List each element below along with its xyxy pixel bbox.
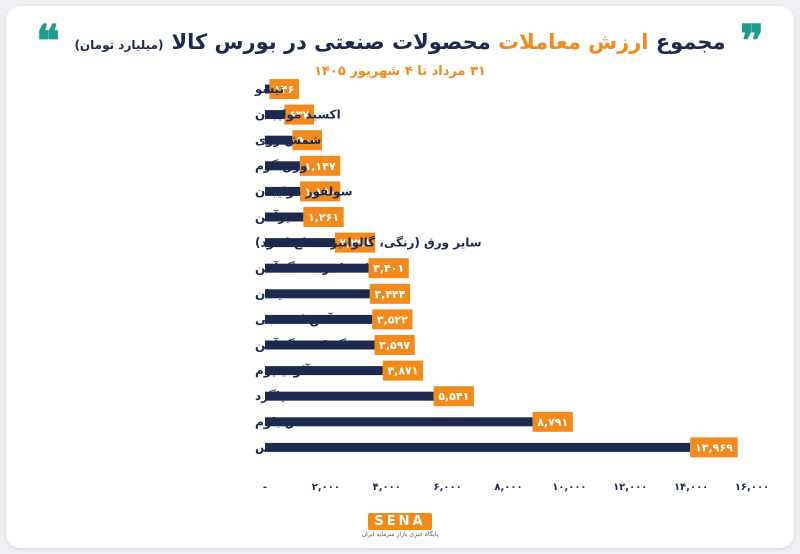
category-label: شمش بلوم (255, 415, 322, 430)
x-tick-label: - (263, 482, 267, 493)
bar (265, 289, 370, 299)
sena-logo: SENA (368, 513, 432, 530)
bar (265, 212, 304, 222)
bar (265, 135, 293, 145)
category-label: گندله سنگ آهن (255, 337, 346, 352)
value-label-box (299, 155, 341, 176)
bar (265, 161, 300, 171)
value-label: ۳,۵۹۷ (379, 339, 410, 352)
title-rest: محصولات صنعتی در بورس کالا (171, 30, 499, 54)
quote-right-icon: ❞ (740, 16, 764, 67)
value-label: ۱,۱۵۰ (305, 185, 336, 198)
value-label-box (372, 309, 413, 330)
value-label: ۱۴۶ (274, 83, 294, 96)
bar (265, 110, 285, 120)
value-label-box (269, 79, 300, 99)
chart-title: مجموع ارزش معاملات محصولات صنعتی در بورس… (172, 30, 726, 54)
bar (265, 84, 270, 94)
category-label: تیشو (254, 82, 284, 97)
value-label: ۶۳۷ (289, 109, 309, 122)
bar (265, 391, 434, 401)
chart-unit: (میلیارد تومان) (74, 38, 164, 52)
category-label: ورق گرم (255, 159, 308, 174)
value-label: ۱,۱۴۷ (305, 160, 336, 173)
header: ❝ مجموع ارزش معاملات محصولات صنعتی در بو… (28, 16, 772, 67)
value-label: ۸,۷۹۱ (537, 416, 568, 429)
value-label-box (532, 411, 573, 432)
quote-left-icon: ❝ (36, 16, 60, 67)
value-label-box (334, 232, 376, 253)
category-label: آهن اسفنجی (255, 311, 334, 326)
bar (265, 314, 373, 324)
value-label: ۳,۴۴۴ (374, 288, 405, 301)
value-label-box (300, 181, 341, 202)
chart-subtitle: ۳۱ مرداد تا ۴ شهریور ۱۴۰۵ (314, 64, 486, 79)
category-label: مس (255, 440, 279, 454)
value-label: ۳,۵۲۲ (377, 313, 408, 326)
value-label-box (369, 283, 411, 304)
value-label: ۳,۸۷۱ (387, 365, 418, 378)
value-label-box (303, 207, 344, 227)
x-tick-label: ۴,۰۰۰ (373, 482, 401, 493)
category-label: سایر ورق (رنگی، گالوانیزه، قلع اندود) (255, 236, 482, 251)
category-label: شمش روی (255, 133, 321, 148)
value-label-box (433, 386, 474, 407)
title-line: مجموع ارزش معاملات محصولات صنعتی در بورس… (74, 30, 725, 54)
value-label: ۱,۲۶۱ (308, 211, 339, 224)
logo-subtitle: پایگاه خبری بازار سرمایه ایران (361, 531, 439, 538)
title-highlight: ارزش معاملات (498, 30, 649, 54)
footer: SENA پایگاه خبری بازار سرمایه ایران (340, 510, 460, 538)
value-label-box (368, 258, 409, 279)
value-label: ۳,۴۰۱ (373, 262, 404, 275)
value-label-box (690, 437, 738, 458)
bar (265, 238, 335, 248)
x-tick-label: ۸,۰۰۰ (494, 482, 522, 493)
category-label: کنسانتره سنگ آهن (255, 260, 368, 275)
value-label-box (292, 130, 322, 151)
value-label-box (284, 104, 314, 125)
x-tick-label: ۱۶,۰۰۰ (735, 482, 769, 493)
value-label-box (382, 360, 424, 381)
bar (265, 366, 383, 376)
x-tick-label: ۱۲,۰۰۰ (613, 482, 647, 493)
category-label: سیمان (255, 287, 295, 301)
x-tick-label: ۱۰,۰۰۰ (552, 482, 586, 493)
x-tick-label: ۱۴,۰۰۰ (674, 482, 708, 493)
x-tick-label: ۶,۰۰۰ (434, 482, 462, 493)
bar (265, 340, 375, 350)
value-label: ۱۳,۹۶۹ (695, 441, 733, 454)
value-label: ۵,۵۴۱ (438, 390, 469, 403)
x-tick-label: ۲,۰۰۰ (312, 482, 340, 493)
category-label: میلگرد (255, 389, 293, 403)
bar (265, 263, 369, 273)
category-label: سولفور مولیبدن (255, 184, 353, 199)
category-label: تیرآهن (255, 209, 295, 224)
value-label: ۲,۲۹۸ (340, 237, 371, 250)
category-label: اکسید مولیبدن (255, 108, 341, 123)
value-label: ۹۰۰ (297, 134, 317, 147)
category-label: آلومینیوم (255, 363, 310, 379)
value-label-box (374, 335, 415, 355)
bar (265, 186, 301, 196)
bar (265, 442, 691, 452)
bar (265, 417, 533, 427)
title-main: مجموع (648, 30, 726, 54)
